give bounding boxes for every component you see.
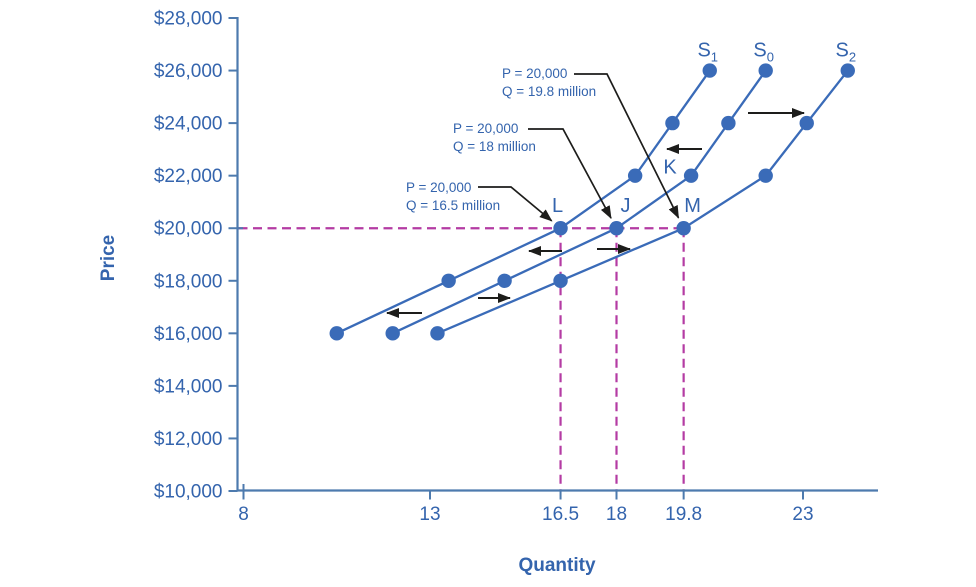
- curve-label-s0: S0: [753, 40, 774, 65]
- point-label-j: J: [621, 195, 631, 217]
- y-tick-label-28000: $28,000: [154, 9, 223, 30]
- annotation-leader-2: [478, 186, 553, 222]
- y-tick-label-24000: $24,000: [154, 114, 223, 135]
- annotation-leader-1: [528, 128, 612, 219]
- annotation-line2-2: Q = 16.5 million: [406, 198, 500, 213]
- data-point-s1-20.5: [702, 63, 717, 78]
- y-tick-label-22000: $22,000: [154, 166, 223, 187]
- point-label-m: M: [684, 195, 701, 217]
- supply-curve-s1: [336, 69, 711, 335]
- y-tick-label-14000: $14,000: [154, 376, 223, 397]
- supply-curve-s2: [437, 69, 849, 335]
- data-point-s2-19.8: [676, 221, 691, 236]
- x-tick-label-18: 18: [606, 504, 627, 525]
- point-label-k: K: [663, 157, 677, 179]
- data-point-s2-22: [758, 168, 773, 183]
- x-tick-label-8: 8: [238, 504, 249, 525]
- curve-label-s1: S1: [697, 40, 718, 65]
- annotation-line1-0: P = 20,000: [502, 66, 567, 81]
- x-tick-label-19.8: 19.8: [665, 504, 702, 525]
- data-point-s2-13.2: [430, 326, 445, 341]
- data-point-s0-12: [385, 326, 400, 341]
- y-tick-label-12000: $12,000: [154, 429, 223, 450]
- y-axis-title: Price: [98, 235, 119, 281]
- supply-curve-s0: [392, 69, 767, 335]
- y-tick-label-10000: $10,000: [154, 482, 223, 503]
- x-tick-label-23: 23: [792, 504, 813, 525]
- annotation-line1-2: P = 20,000: [406, 180, 471, 195]
- data-point-s2-16.5: [553, 273, 568, 288]
- x-axis-title: Quantity: [518, 555, 595, 576]
- data-point-s1-19.5: [665, 115, 680, 131]
- data-point-s2-23.1: [799, 115, 814, 131]
- data-point-s1-16.5: [553, 221, 568, 236]
- point-label-l: L: [552, 195, 563, 217]
- x-tick-label-16.5: 16.5: [542, 504, 579, 525]
- data-point-s0-21: [721, 115, 736, 131]
- y-tick-label-18000: $18,000: [154, 271, 223, 292]
- x-tick-label-13: 13: [419, 504, 440, 525]
- data-point-s0-22: [758, 63, 773, 78]
- annotation-line2-1: Q = 18 million: [453, 139, 536, 154]
- y-tick-label-20000: $20,000: [154, 219, 223, 240]
- data-point-s0-18: [609, 221, 624, 236]
- data-point-s0-15: [497, 273, 512, 288]
- annotation-line2-0: Q = 19.8 million: [502, 84, 596, 99]
- annotation-leader-0: [574, 73, 680, 219]
- data-point-s1-10.5: [329, 326, 344, 341]
- data-point-s0-20: [683, 168, 699, 183]
- curve-label-s2: S2: [835, 40, 856, 65]
- data-point-s2-24.2: [840, 63, 855, 78]
- annotation-line1-1: P = 20,000: [453, 121, 518, 136]
- y-tick-label-26000: $26,000: [154, 61, 223, 82]
- y-tick-label-16000: $16,000: [154, 324, 223, 345]
- data-point-s1-13.5: [441, 273, 456, 288]
- data-point-s1-18.5: [627, 168, 643, 183]
